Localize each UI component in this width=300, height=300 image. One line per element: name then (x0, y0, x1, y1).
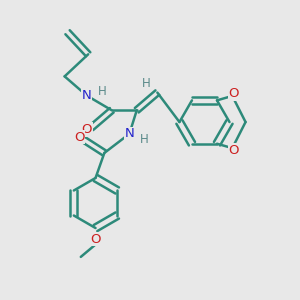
Text: O: O (229, 87, 239, 100)
Text: O: O (90, 233, 101, 246)
Text: H: H (98, 85, 106, 98)
Text: O: O (81, 123, 92, 136)
Text: O: O (74, 131, 85, 144)
Text: O: O (229, 144, 239, 157)
Text: N: N (124, 127, 134, 140)
Text: H: H (140, 133, 149, 146)
Text: N: N (82, 89, 92, 102)
Text: H: H (142, 77, 151, 90)
